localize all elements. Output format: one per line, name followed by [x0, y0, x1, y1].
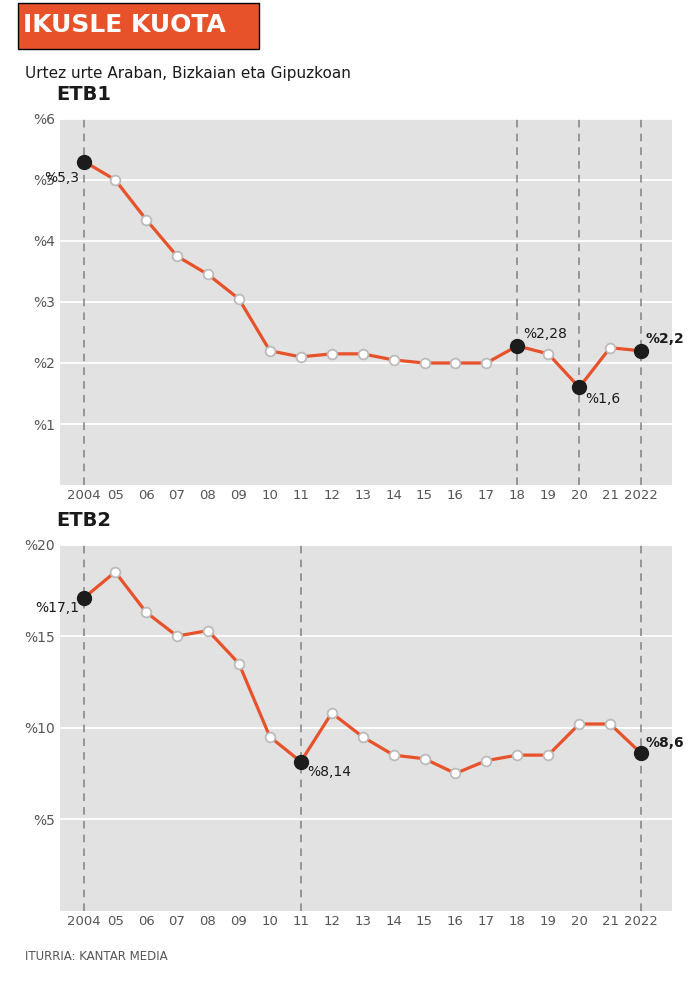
Text: %8,6: %8,6: [645, 736, 685, 749]
Text: %5,3: %5,3: [45, 170, 80, 185]
Text: IKUSLE KUOTA: IKUSLE KUOTA: [23, 13, 226, 37]
Text: ITURRIA: KANTAR MEDIA: ITURRIA: KANTAR MEDIA: [25, 949, 167, 963]
Text: %2,28: %2,28: [524, 327, 568, 341]
Text: ETB1: ETB1: [57, 85, 111, 104]
FancyBboxPatch shape: [18, 3, 259, 49]
Text: %8,14: %8,14: [307, 765, 351, 779]
Text: %17,1: %17,1: [36, 601, 80, 615]
Text: %1,6: %1,6: [585, 392, 621, 406]
Text: ETB2: ETB2: [57, 511, 111, 530]
Text: %2,2: %2,2: [645, 332, 685, 346]
Text: Urtez urte Araban, Bizkaian eta Gipuzkoan: Urtez urte Araban, Bizkaian eta Gipuzkoa…: [25, 65, 351, 81]
